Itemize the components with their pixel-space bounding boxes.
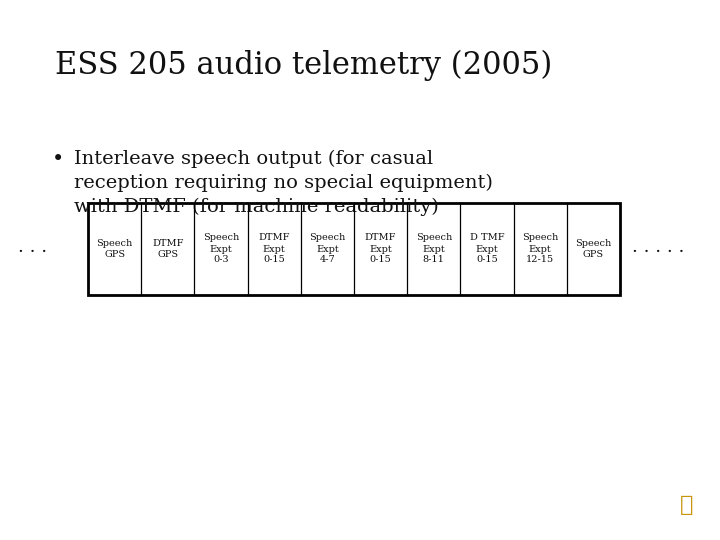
- Text: D TMF: D TMF: [469, 233, 504, 242]
- Text: Interleave speech output (for casual: Interleave speech output (for casual: [74, 150, 433, 168]
- Text: Expt: Expt: [528, 245, 552, 253]
- Text: 0-15: 0-15: [264, 255, 285, 265]
- Text: Speech: Speech: [203, 233, 239, 242]
- Text: DTMF: DTMF: [258, 233, 290, 242]
- Text: Speech: Speech: [522, 233, 558, 242]
- Text: 12-15: 12-15: [526, 255, 554, 265]
- Bar: [88, 203, 620, 295]
- Text: Expt: Expt: [423, 245, 445, 253]
- Text: 8-11: 8-11: [423, 255, 445, 265]
- Text: . . .: . . .: [18, 238, 47, 256]
- Text: GPS: GPS: [157, 250, 179, 259]
- Text: DTMF: DTMF: [152, 239, 184, 248]
- Text: 4-7: 4-7: [320, 255, 336, 265]
- Text: GPS: GPS: [582, 250, 604, 259]
- Text: Speech: Speech: [96, 239, 132, 248]
- Text: . . . . .: . . . . .: [632, 238, 685, 256]
- Text: 0-15: 0-15: [476, 255, 498, 265]
- Text: ESS 205 audio telemetry (2005): ESS 205 audio telemetry (2005): [55, 50, 552, 81]
- Text: reception requiring no special equipment): reception requiring no special equipment…: [74, 174, 493, 192]
- Text: with DTMF (for machine readability): with DTMF (for machine readability): [74, 198, 438, 216]
- Text: Expt: Expt: [476, 245, 498, 253]
- Text: Speech: Speech: [310, 233, 346, 242]
- Text: GPS: GPS: [104, 250, 125, 259]
- Text: Expt: Expt: [369, 245, 392, 253]
- Text: 0-3: 0-3: [213, 255, 229, 265]
- Text: 0-15: 0-15: [370, 255, 392, 265]
- Text: Expt: Expt: [210, 245, 233, 253]
- Text: Speech: Speech: [575, 239, 611, 248]
- Text: Expt: Expt: [316, 245, 339, 253]
- Text: Speech: Speech: [415, 233, 452, 242]
- Text: DTMF: DTMF: [365, 233, 396, 242]
- Text: Expt: Expt: [263, 245, 286, 253]
- Text: •: •: [52, 150, 64, 169]
- Text: 🔈: 🔈: [680, 495, 693, 515]
